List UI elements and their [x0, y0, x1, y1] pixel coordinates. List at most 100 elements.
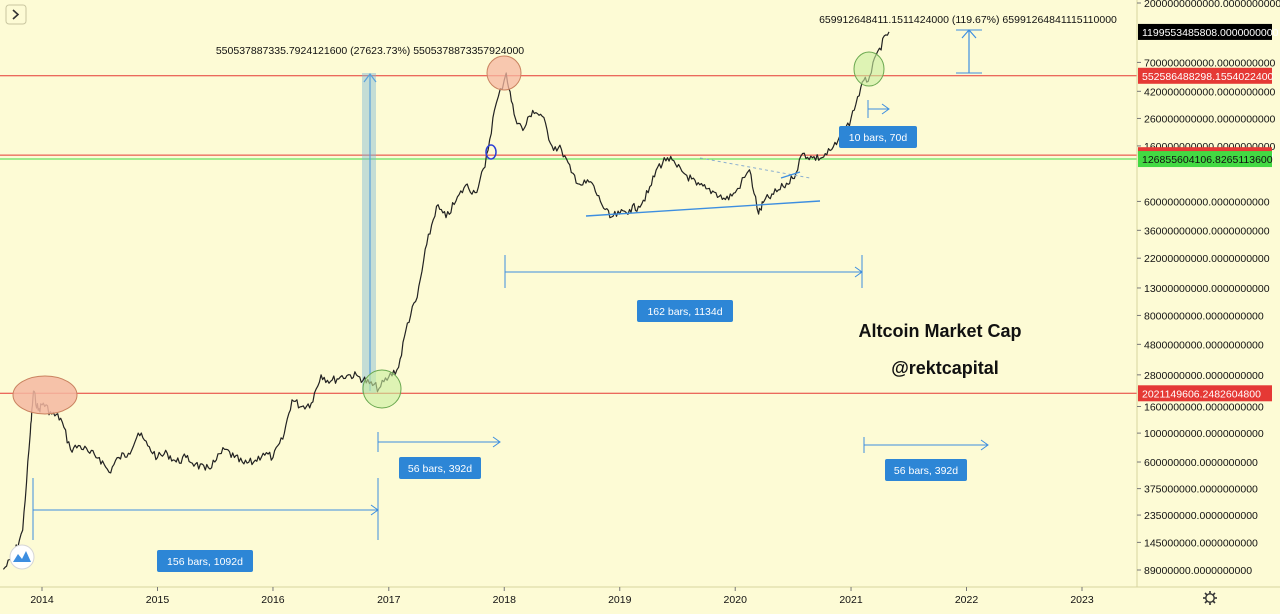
- price-axis-label: 2000000000000.0000000000: [1144, 0, 1280, 10]
- price-axis-tick: 13000000000.0000000000: [1137, 283, 1270, 295]
- price-axis-tick: 89000000.0000000000: [1137, 565, 1252, 577]
- chart-settings-button[interactable]: [1203, 591, 1217, 605]
- time-axis-tick: 2021: [839, 587, 863, 606]
- date-range-392d-2017-label: 56 bars, 392d: [399, 457, 481, 479]
- price-axis-tick: 2021149606.2482604800: [1138, 385, 1272, 402]
- price-axis-tick: 60000000000.0000000000: [1137, 196, 1270, 208]
- time-axis-label: 2016: [261, 594, 285, 606]
- time-axis-label: 2018: [493, 594, 517, 606]
- price-axis-tick: 1600000000.0000000000: [1137, 402, 1264, 414]
- measure-label-text: 10 bars, 70d: [849, 132, 908, 144]
- price-axis-label: 4800000000.0000000000: [1144, 339, 1264, 351]
- measure-label-text: 56 bars, 392d: [894, 465, 958, 477]
- price-axis-label: 1199553485808.0000000000: [1142, 27, 1279, 39]
- time-axis-label: 2020: [724, 594, 748, 606]
- price-axis-label: 126855604106.8265113600: [1142, 154, 1273, 166]
- price-axis-tick: 2000000000000.0000000000: [1137, 0, 1280, 10]
- price-axis-label: 1600000000.0000000000: [1144, 402, 1264, 414]
- tradingview-logo-icon: [13, 551, 31, 562]
- tradingview-logo[interactable]: [9, 544, 35, 570]
- altcoin-market-cap-series-line: [2, 31, 890, 570]
- time-axis-label: 2021: [839, 594, 863, 606]
- time-axis-tick: 2022: [955, 587, 978, 606]
- price-axis-tick: 420000000000.0000000000: [1137, 86, 1276, 98]
- measure-label-text: 156 bars, 1092d: [167, 556, 243, 568]
- time-axis-label: 2023: [1070, 594, 1094, 606]
- price-axis-label: 8000000000.0000000000: [1144, 310, 1264, 322]
- resistance-trendline: [699, 157, 811, 179]
- breakout-marker: [780, 171, 801, 179]
- time-axis-label: 2015: [146, 594, 170, 606]
- gear-icon: [1203, 591, 1217, 605]
- measure-label-box: [839, 126, 917, 148]
- time-axis-tick: 2020: [724, 587, 748, 606]
- price-axis-label: 420000000000.0000000000: [1144, 86, 1276, 98]
- date-range-1092d-label: 156 bars, 1092d: [157, 550, 253, 572]
- time-axis-tick: 2018: [493, 587, 517, 606]
- price-axis-tick: 235000000.0000000000: [1137, 510, 1258, 522]
- breakout-2021-highlight-circle: [853, 51, 885, 87]
- price-axis-tick: 8000000000.0000000000: [1137, 310, 1264, 322]
- date-range-70d-label: 10 bars, 70d: [839, 126, 917, 148]
- arrowhead-icon: [881, 103, 890, 115]
- measure-label-text: 56 bars, 392d: [408, 463, 472, 475]
- date-range-392d-2017: [378, 436, 501, 448]
- date-range-392d-2022: [864, 439, 989, 451]
- price-axis-label: 1000000000.0000000000: [1144, 428, 1264, 440]
- price-axis-tick: 36000000000.0000000000: [1137, 225, 1270, 237]
- time-axis-label: 2019: [608, 594, 632, 606]
- price-range-highlight: [362, 73, 376, 393]
- price-axis-label: 2800000000.0000000000: [1144, 370, 1264, 382]
- price-axis-label: 145000000.0000000000: [1144, 537, 1258, 549]
- support-trendline: [585, 200, 821, 217]
- price-axis-label: 36000000000.0000000000: [1144, 225, 1270, 237]
- price-axis-tick: 145000000.0000000000: [1137, 537, 1258, 549]
- price-axis-label: 260000000000.0000000000: [1144, 113, 1276, 125]
- retest-2017-marker-circle: [485, 144, 497, 160]
- expand-panel-button[interactable]: [5, 4, 27, 25]
- top-2018-highlight-circle: [486, 55, 522, 91]
- date-range-1092d: [33, 504, 379, 516]
- measure-label-box: [637, 300, 733, 322]
- chart-title-annotation: Altcoin Market Cap: [858, 321, 1021, 341]
- time-axis-tick: 2016: [261, 587, 285, 606]
- price-axis-label: 600000000.0000000000: [1144, 457, 1258, 469]
- measure-label-box: [885, 459, 967, 481]
- breakout-2017-highlight-circle: [362, 369, 402, 409]
- price-axis-tick: 552586488298.1554022400: [1138, 67, 1274, 84]
- price-axis-tick: 1199553485808.0000000000: [1138, 23, 1279, 40]
- chevron-right-icon: [12, 9, 20, 20]
- price-axis-label: 89000000.0000000000: [1144, 565, 1252, 577]
- price-label-badge: [1138, 67, 1272, 84]
- time-axis-label: 2014: [30, 594, 54, 606]
- price-axis-tick: 600000000.0000000000: [1137, 457, 1258, 469]
- price-axis-tick: 2800000000.0000000000: [1137, 370, 1264, 382]
- price-range-2017-label: 550537887335.7924121600 (27623.73%) 5505…: [216, 45, 524, 57]
- time-axis-tick: 2014: [30, 587, 54, 606]
- time-axis-tick: 2017: [377, 587, 401, 606]
- price-range-2021: [956, 29, 982, 74]
- arrowhead-icon: [980, 439, 989, 451]
- price-axis-tick: 126855604106.8265113600: [1138, 151, 1273, 168]
- time-axis-label: 2017: [377, 594, 401, 606]
- price-axis-label: 552586488298.1554022400: [1142, 71, 1274, 83]
- date-range-70d: [868, 103, 890, 115]
- date-range-1134d: [505, 266, 863, 278]
- price-label-badge: [1138, 385, 1272, 402]
- chart-author-annotation: @rektcapital: [891, 358, 999, 378]
- top-2013-highlight-circle: [12, 375, 78, 415]
- price-axis-label: 60000000000.0000000000: [1144, 196, 1270, 208]
- price-axis-tick: 4800000000.0000000000: [1137, 339, 1264, 351]
- price-axis-tick: 700000000000.0000000000: [1137, 57, 1276, 69]
- price-axis-tick: 22000000000.0000000000: [1137, 253, 1270, 265]
- time-axis: 2014 2015 2016 2017 2018 2019 2020 2021 2022 2023: [30, 587, 1094, 606]
- arrowhead-icon: [363, 73, 377, 83]
- price-range-2017: [363, 73, 377, 391]
- price-label-badge: [1138, 23, 1272, 40]
- price-axis-label: 235000000.0000000000: [1144, 510, 1258, 522]
- price-axis-tick: 1000000000.0000000000: [1137, 428, 1264, 440]
- time-axis-tick: 2023: [1070, 587, 1094, 606]
- date-range-1134d-label: 162 bars, 1134d: [637, 300, 733, 322]
